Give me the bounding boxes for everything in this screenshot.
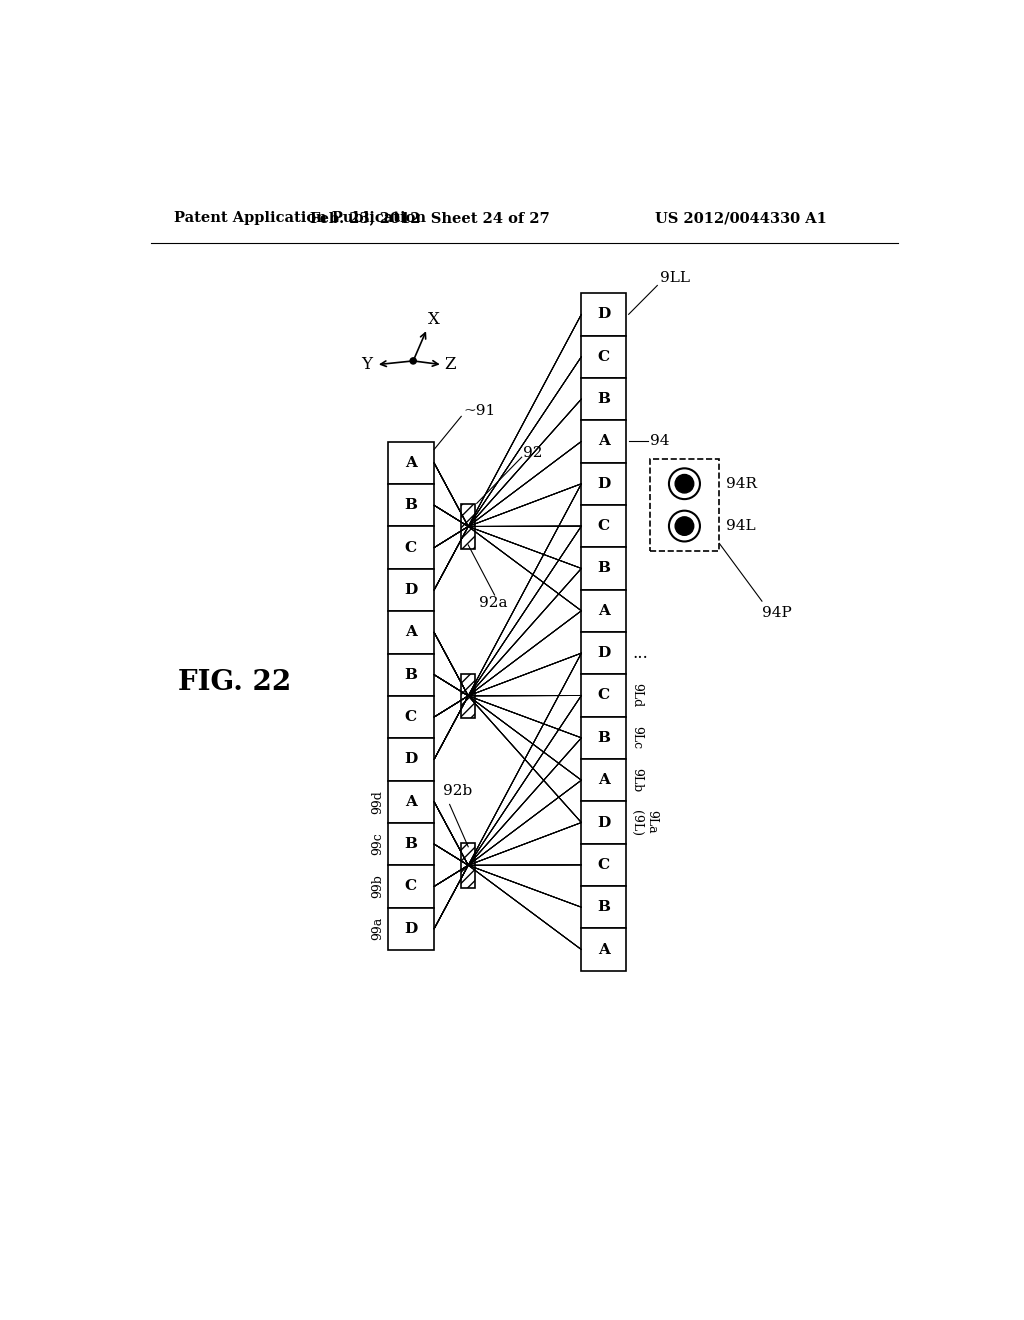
Text: A: A — [404, 455, 417, 470]
Text: 9Lc: 9Lc — [630, 726, 643, 750]
Bar — [388, 822, 434, 866]
Text: ...: ... — [633, 644, 648, 661]
Text: 9Lb: 9Lb — [630, 768, 643, 792]
Text: Z: Z — [444, 356, 456, 374]
Text: A: A — [598, 434, 609, 449]
Bar — [582, 886, 627, 928]
Text: B: B — [597, 561, 610, 576]
Text: A: A — [598, 942, 609, 957]
Circle shape — [675, 517, 693, 536]
Text: D: D — [597, 645, 610, 660]
Text: C: C — [404, 710, 417, 725]
Circle shape — [410, 358, 417, 364]
Text: A: A — [598, 774, 609, 787]
Text: C: C — [404, 541, 417, 554]
Bar — [582, 420, 627, 462]
Bar — [582, 843, 627, 886]
Text: 94P: 94P — [762, 606, 792, 619]
Bar — [582, 378, 627, 420]
Text: 99d: 99d — [371, 789, 384, 813]
Bar — [582, 801, 627, 843]
Text: D: D — [597, 308, 610, 321]
Text: C: C — [404, 879, 417, 894]
Text: 92b: 92b — [442, 784, 472, 797]
Text: 94L: 94L — [726, 519, 755, 533]
Bar — [388, 780, 434, 822]
Text: C: C — [598, 689, 610, 702]
Bar — [582, 462, 627, 506]
Text: 99a: 99a — [371, 917, 384, 940]
Text: C: C — [598, 350, 610, 364]
Bar — [388, 908, 434, 950]
Bar — [461, 673, 475, 718]
Bar — [582, 590, 627, 632]
Text: 9Ld: 9Ld — [630, 684, 643, 708]
Bar — [582, 335, 627, 378]
Text: D: D — [404, 583, 418, 597]
Text: B: B — [597, 392, 610, 407]
Bar — [461, 504, 475, 549]
Text: B: B — [404, 498, 418, 512]
Text: C: C — [598, 858, 610, 873]
Text: 99b: 99b — [371, 874, 384, 899]
Bar — [582, 504, 627, 548]
Text: D: D — [597, 816, 610, 829]
Bar — [388, 653, 434, 696]
Text: 99c: 99c — [371, 833, 384, 855]
Bar — [582, 717, 627, 759]
Text: A: A — [404, 795, 417, 809]
Text: A: A — [404, 626, 417, 639]
Text: D: D — [404, 921, 418, 936]
Bar — [582, 759, 627, 801]
Bar — [582, 548, 627, 590]
Bar — [388, 484, 434, 527]
Bar — [582, 928, 627, 970]
Text: B: B — [404, 837, 418, 851]
Bar — [388, 569, 434, 611]
Bar — [388, 442, 434, 484]
Text: 94R: 94R — [726, 477, 757, 491]
Text: X: X — [427, 310, 439, 327]
Text: B: B — [404, 668, 418, 681]
Text: 92: 92 — [523, 446, 543, 461]
Bar — [388, 527, 434, 569]
Text: D: D — [404, 752, 418, 767]
Text: C: C — [598, 519, 610, 533]
Text: ~91: ~91 — [464, 404, 496, 418]
Bar — [388, 738, 434, 780]
Text: US 2012/0044330 A1: US 2012/0044330 A1 — [655, 211, 826, 226]
Bar — [388, 696, 434, 738]
Bar — [388, 866, 434, 908]
Text: Feb. 23, 2012  Sheet 24 of 27: Feb. 23, 2012 Sheet 24 of 27 — [310, 211, 550, 226]
Bar — [388, 611, 434, 653]
Text: FIG. 22: FIG. 22 — [178, 668, 292, 696]
Text: Patent Application Publication: Patent Application Publication — [174, 211, 427, 226]
Text: B: B — [597, 731, 610, 744]
Text: 94: 94 — [649, 434, 669, 449]
Text: 9La
(9L): 9La (9L) — [630, 809, 658, 836]
Bar — [649, 459, 719, 552]
Text: D: D — [597, 477, 610, 491]
Text: A: A — [598, 603, 609, 618]
Bar — [582, 632, 627, 675]
Bar — [582, 293, 627, 335]
Text: Y: Y — [361, 356, 372, 374]
Circle shape — [675, 474, 693, 492]
Text: 9LL: 9LL — [660, 271, 690, 285]
Bar — [582, 675, 627, 717]
Text: B: B — [597, 900, 610, 915]
Text: 92a: 92a — [479, 595, 508, 610]
Bar — [461, 843, 475, 887]
